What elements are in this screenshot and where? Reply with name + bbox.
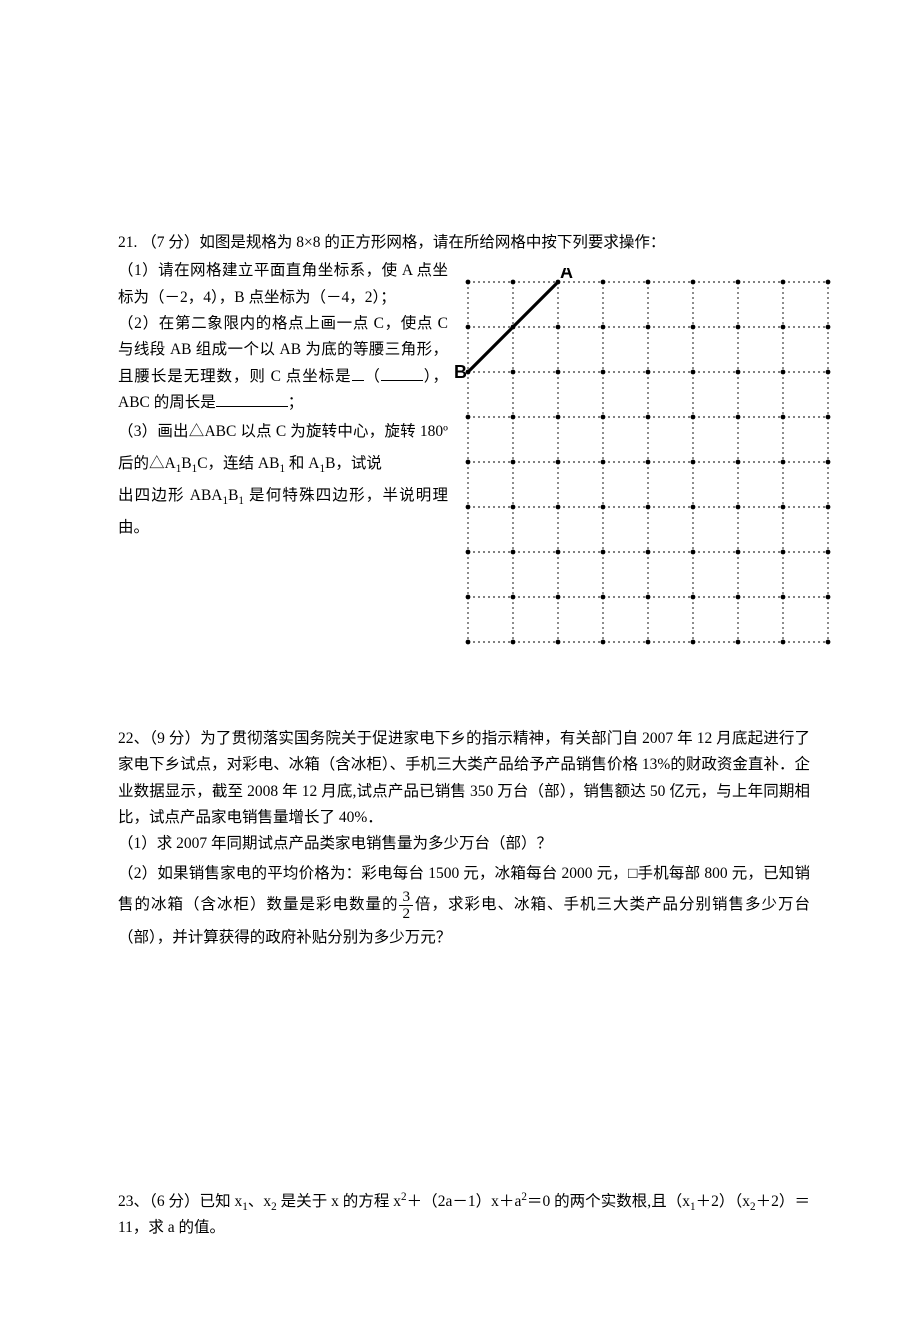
blank-lparen [352, 364, 364, 381]
q21-part3: （3）画出△ABC 以点 C 为旋转中心，旋转 180º 后的△A1B1C，连结… [118, 416, 448, 480]
question-22: 22、（9 分）为了贯彻落实国务院关于促进家电下乡的指示精神，有关部门自 200… [118, 726, 810, 953]
blank-perimeter [216, 391, 288, 408]
q22-part1: （1）求 2007 年同期试点产品类家电销售量为多少万台（部）？ [118, 831, 810, 857]
svg-text:A: A [560, 268, 573, 282]
question-21: 21. （7 分）如图是规格为 8×8 的正方形网格，请在所给网格中按下列要求操… [118, 230, 810, 620]
q21-body: （1）请在网格建立平面直角坐标系，使 A 点坐标为（－2，4），B 点坐标为（－… [118, 258, 448, 543]
q22-part2: （2）如果销售家电的平均价格为：彩电每台 1500 元，冰箱每台 2000 元，… [118, 858, 810, 953]
grid-figure: AB [454, 268, 842, 656]
question-23: 23、（6 分）已知 x1、x2 是关于 x 的方程 x2＋（2a－1）x＋a2… [118, 1189, 810, 1242]
q23-line: 23、（6 分）已知 x1、x2 是关于 x 的方程 x2＋（2a－1）x＋a2… [118, 1189, 810, 1242]
q21-part4: 出四边形 ABA1B1 是何特殊四边形，半说明理由。 [118, 480, 448, 544]
q21-part2: （2）在第二象限内的格点上画一点 C，使点 C 与线段 AB 组成一个以 AB … [118, 311, 448, 416]
fraction-3-2: 32 [399, 889, 413, 922]
svg-text:B: B [454, 362, 467, 382]
blank-c-coord [381, 364, 423, 381]
q21-intro: 21. （7 分）如图是规格为 8×8 的正方形网格，请在所给网格中按下列要求操… [118, 230, 810, 256]
q22-stem: 22、（9 分）为了贯彻落实国务院关于促进家电下乡的指示精神，有关部门自 200… [118, 726, 810, 831]
q21-part1: （1）请在网格建立平面直角坐标系，使 A 点坐标为（－2，4），B 点坐标为（－… [118, 258, 448, 311]
